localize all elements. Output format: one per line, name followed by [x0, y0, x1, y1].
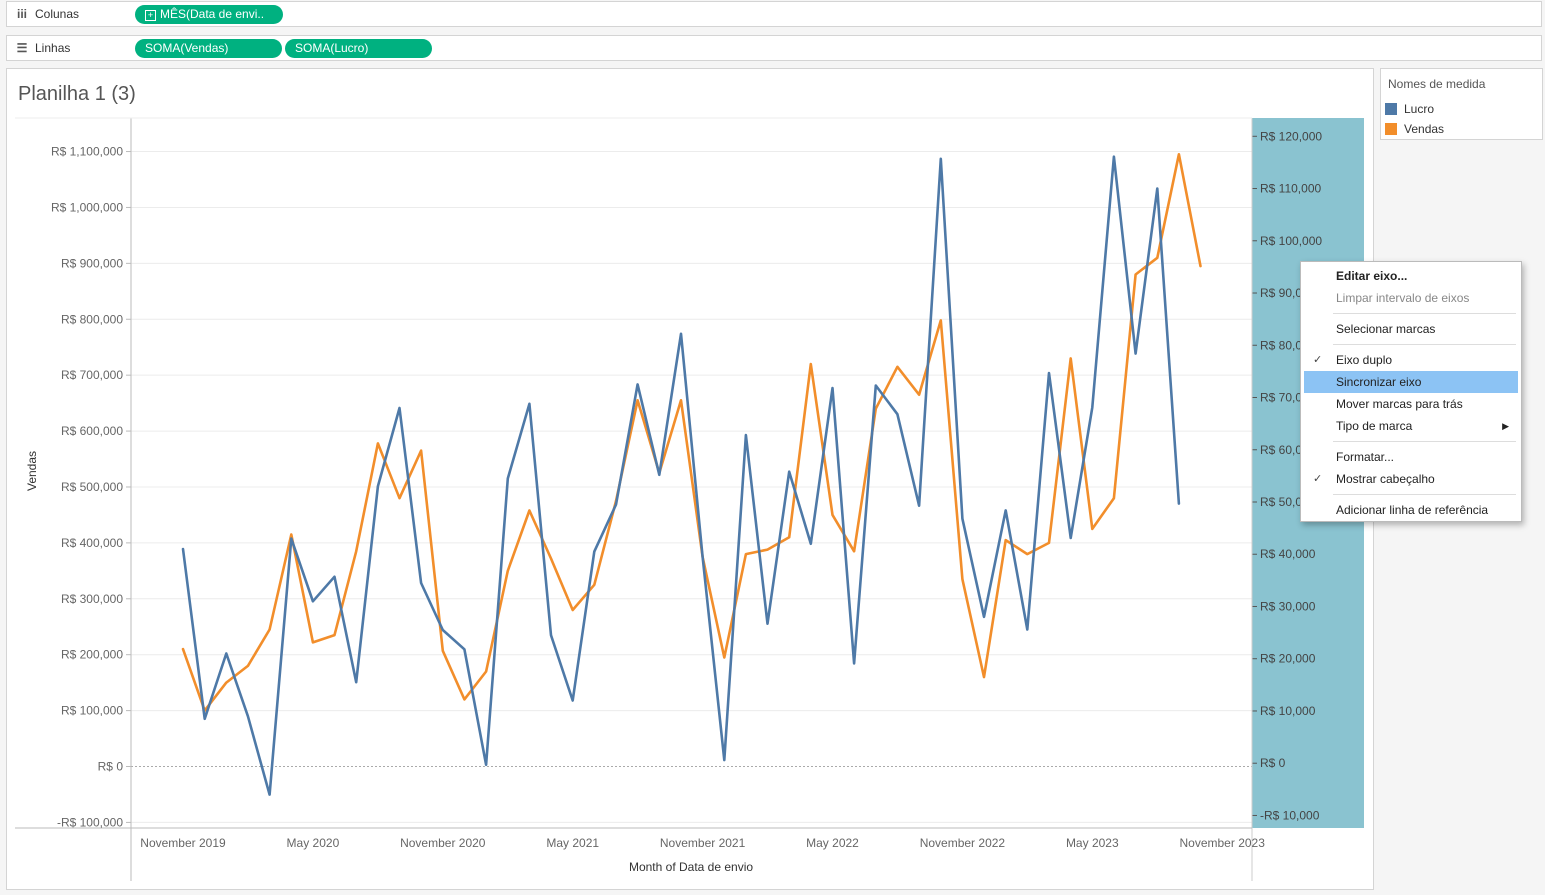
y-right-tick-label: R$ 40,000 [1260, 547, 1316, 561]
rows-label-text: Linhas [35, 41, 71, 55]
legend-title: Nomes de medida [1388, 77, 1486, 91]
dual-axis-line-chart[interactable]: R$ 1,100,000 R$ 1,000,000 R$ 900,000 R$ 800… [7, 69, 1373, 889]
x-tick-label: November 2021 [660, 836, 746, 850]
x-tick-label: May 2020 [287, 836, 340, 850]
menu-item-dual-axis[interactable]: ✓ Eixo duplo [1304, 349, 1518, 371]
y-left-tick-label: R$ 300,000 [61, 592, 123, 606]
y-left-tick-label: R$ 0 [98, 760, 124, 774]
legend-swatch-lucro [1385, 103, 1397, 115]
legend-swatch-vendas [1385, 123, 1397, 135]
y-left-tick-label: -R$ 100,000 [57, 815, 123, 829]
y-right-tick-label: R$ 120,000 [1260, 129, 1322, 143]
menu-separator [1333, 344, 1516, 345]
axis-context-menu[interactable]: Editar eixo... Limpar intervalo de eixos… [1300, 261, 1522, 522]
columns-icon: iii [16, 7, 27, 21]
x-axis-title: Month of Data de envio [629, 860, 753, 874]
y-left-tick-label: R$ 500,000 [61, 480, 123, 494]
y-left-tick-label: R$ 600,000 [61, 424, 123, 438]
y-left-tick-label: R$ 200,000 [61, 648, 123, 662]
y-left-tick-label: R$ 400,000 [61, 536, 123, 550]
menu-item-edit-axis[interactable]: Editar eixo... [1336, 269, 1408, 283]
menu-item-select-marks[interactable]: Selecionar marcas [1336, 322, 1436, 336]
y-right-tick-label: R$ 70,0 [1260, 391, 1302, 405]
submenu-arrow-icon: ▶ [1502, 421, 1509, 431]
pill-label: SOMA(Vendas) [145, 41, 229, 55]
y-left-tick-label: R$ 800,000 [61, 312, 123, 326]
menu-item-clear-axis-range: Limpar intervalo de eixos [1336, 291, 1470, 305]
pill-label: SOMA(Lucro) [295, 41, 369, 55]
y-left-tick-label: R$ 900,000 [61, 256, 123, 270]
pill-month-data-envio[interactable]: + MÊS(Data de envi.. [135, 5, 283, 24]
menu-item-add-reference-line[interactable]: Adicionar linha de referência [1336, 503, 1489, 517]
worksheet-view[interactable]: Planilha 1 (3) R$ 1,100,000 R$ 1,000,000 R… [6, 68, 1374, 890]
y-right-tick-label: R$ 100,000 [1260, 234, 1322, 248]
columns-label-text: Colunas [35, 7, 80, 21]
y-left-tick-label: R$ 1,000,000 [51, 200, 123, 214]
y-right-tick-label: R$ 20,000 [1260, 652, 1316, 666]
y-right-tick-label: R$ 90,00 [1260, 286, 1309, 300]
x-tick-label: May 2023 [1066, 836, 1119, 850]
rows-shelf[interactable]: ☰ Linhas SOMA(Vendas) SOMA(Lucro) [6, 35, 1542, 61]
legend-label-vendas: Vendas [1404, 122, 1445, 136]
y-right-tick-label: R$ 0 [1260, 756, 1286, 770]
x-tick-label: November 2019 [140, 836, 226, 850]
menu-item-move-marks-back[interactable]: Mover marcas para trás [1336, 397, 1463, 411]
x-tick-label: May 2021 [546, 836, 599, 850]
y-left-tick-label: R$ 1,100,000 [51, 145, 123, 159]
pill-soma-vendas[interactable]: SOMA(Vendas) [135, 39, 282, 58]
menu-separator [1333, 313, 1516, 314]
legend-item-vendas[interactable]: Vendas [1385, 122, 1444, 136]
menu-item-format[interactable]: Formatar... [1336, 450, 1395, 464]
check-icon: ✓ [1313, 473, 1323, 485]
rows-shelf-label: ☰ Linhas [15, 41, 71, 55]
sheet-title: Planilha 1 (3) [18, 83, 136, 105]
menu-item-show-header[interactable]: ✓ Mostrar cabeçalho [1304, 468, 1518, 490]
menu-separator [1333, 441, 1516, 442]
menu-separator [1333, 494, 1516, 495]
x-tick-label: November 2022 [920, 836, 1006, 850]
rows-icon: ☰ [16, 41, 28, 55]
series-line-lucro [181, 155, 1181, 796]
y-right-tick-label: -R$ 10,000 [1260, 808, 1320, 822]
pill-label: MÊS(Data de envi.. [160, 7, 265, 21]
legend-measure-names[interactable]: Nomes de medida Lucro Vendas [1380, 68, 1543, 140]
y-right-tick-label: R$ 80,00 [1260, 338, 1309, 352]
series-line-vendas [181, 153, 1202, 712]
y-right-tick-label: R$ 60,0 [1260, 443, 1302, 457]
x-tick-label: November 2023 [1180, 836, 1266, 850]
x-tick-label: November 2020 [400, 836, 486, 850]
x-tick-label: May 2022 [806, 836, 859, 850]
check-icon: ✓ [1313, 354, 1323, 366]
y-left-tick-label: R$ 700,000 [61, 368, 123, 382]
menu-item-mark-type[interactable]: Tipo de marca ▶ [1304, 415, 1518, 437]
pill-soma-lucro[interactable]: SOMA(Lucro) [285, 39, 432, 58]
y-right-tick-label: R$ 110,000 [1260, 182, 1321, 196]
y-right-tick-label: R$ 10,000 [1260, 704, 1316, 718]
legend-label-lucro: Lucro [1404, 102, 1435, 116]
y-right-tick-label: R$ 30,000 [1260, 599, 1316, 613]
legend-item-lucro[interactable]: Lucro [1385, 102, 1434, 116]
columns-shelf-label: iii Colunas [15, 7, 79, 21]
y-axis-title: Vendas [25, 451, 39, 491]
y-left-tick-label: R$ 100,000 [61, 704, 123, 718]
expand-plus-icon[interactable]: + [145, 10, 156, 21]
columns-shelf[interactable]: iii Colunas + MÊS(Data de envi.. [6, 1, 1542, 27]
menu-item-synchronize-axis[interactable]: Sincronizar eixo [1304, 371, 1518, 393]
